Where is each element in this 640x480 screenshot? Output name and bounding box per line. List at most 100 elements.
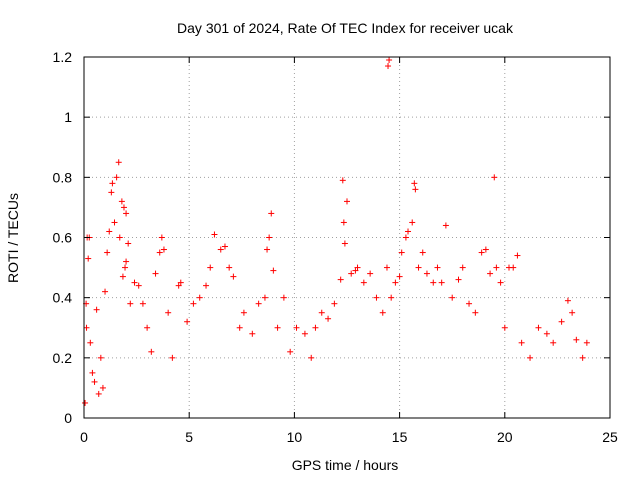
- data-point: [325, 315, 332, 322]
- data-point: [405, 228, 412, 235]
- data-point: [135, 282, 142, 289]
- data-point: [409, 219, 416, 226]
- data-point: [569, 309, 576, 316]
- data-point: [411, 180, 418, 187]
- data-point: [115, 159, 122, 166]
- data-point: [388, 294, 395, 301]
- data-point: [111, 219, 118, 226]
- data-point: [274, 324, 281, 331]
- data-point: [118, 198, 125, 205]
- data-point: [211, 231, 218, 238]
- data-point: [487, 270, 494, 277]
- data-point: [466, 300, 473, 307]
- data-point: [190, 300, 197, 307]
- y-tick-label: 1.2: [53, 49, 73, 65]
- data-point: [341, 240, 348, 247]
- data-point: [116, 234, 123, 241]
- data-point: [331, 300, 338, 307]
- data-point: [125, 240, 132, 247]
- y-tick-label: 0.6: [53, 230, 73, 246]
- data-point: [491, 174, 498, 181]
- y-tick-label: 0.4: [53, 290, 73, 306]
- chart-title: Day 301 of 2024, Rate Of TEC Index for r…: [177, 20, 514, 36]
- y-tick-label: 0.8: [53, 169, 73, 185]
- data-point: [165, 309, 172, 316]
- data-point: [127, 300, 134, 307]
- data-point: [207, 264, 214, 271]
- data-point: [472, 309, 479, 316]
- data-point: [268, 210, 275, 217]
- data-point: [412, 186, 419, 193]
- x-tick-label: 25: [602, 429, 618, 445]
- data-point: [91, 378, 98, 385]
- data-point: [144, 324, 151, 331]
- y-tick-label: 1: [64, 109, 72, 125]
- data-point: [255, 300, 262, 307]
- data-point: [550, 339, 557, 346]
- data-point: [339, 177, 346, 184]
- data-point: [459, 264, 466, 271]
- data-point: [518, 339, 525, 346]
- data-point: [423, 270, 430, 277]
- data-point: [123, 210, 130, 217]
- data-point: [122, 264, 129, 271]
- data-point: [360, 279, 367, 286]
- data-point: [373, 294, 380, 301]
- data-point: [108, 189, 115, 196]
- data-point: [340, 219, 347, 226]
- data-point: [385, 63, 392, 70]
- data-point: [123, 258, 130, 265]
- data-point: [438, 279, 445, 286]
- data-point: [497, 279, 504, 286]
- y-tick-label: 0.2: [53, 350, 73, 366]
- data-point: [158, 234, 165, 241]
- data-point: [379, 309, 386, 316]
- data-point: [264, 246, 271, 253]
- y-axis-ticks: 0 0.2 0.4 0.6 0.8 1 1.2: [53, 49, 610, 426]
- data-point: [266, 234, 273, 241]
- data-point: [558, 318, 565, 325]
- data-point: [367, 270, 374, 277]
- data-point: [109, 180, 116, 187]
- data-point: [354, 264, 361, 271]
- data-point: [293, 324, 300, 331]
- data-point: [226, 264, 233, 271]
- data-point: [415, 264, 422, 271]
- data-point: [430, 279, 437, 286]
- data-point: [240, 309, 247, 316]
- data-point: [344, 198, 350, 205]
- data-point: [160, 246, 167, 253]
- data-point: [318, 309, 325, 316]
- data-point: [386, 57, 393, 64]
- data-point: [583, 339, 590, 346]
- data-point: [131, 279, 138, 286]
- data-point: [419, 249, 426, 256]
- data-point: [352, 267, 359, 274]
- data-point: [119, 273, 126, 280]
- data-points: [82, 57, 590, 406]
- data-point: [169, 354, 176, 361]
- data-point: [312, 324, 319, 331]
- data-point: [236, 324, 243, 331]
- data-point: [402, 234, 409, 241]
- data-point: [106, 228, 113, 235]
- data-point: [434, 264, 441, 271]
- x-tick-label: 5: [185, 429, 193, 445]
- x-tick-label: 15: [392, 429, 408, 445]
- x-tick-label: 10: [287, 429, 303, 445]
- data-point: [230, 273, 237, 280]
- data-point: [510, 264, 517, 271]
- data-point: [482, 246, 489, 253]
- data-point: [102, 288, 109, 295]
- y-axis-label: ROTI / TECUs: [5, 193, 21, 283]
- data-point: [152, 270, 159, 277]
- data-point: [564, 297, 571, 304]
- y-tick-label: 0: [64, 410, 72, 426]
- data-point: [120, 204, 127, 211]
- data-point: [301, 330, 308, 337]
- data-point: [113, 174, 120, 181]
- data-point: [99, 384, 106, 391]
- x-axis-label: GPS time / hours: [292, 457, 399, 473]
- data-point: [97, 354, 104, 361]
